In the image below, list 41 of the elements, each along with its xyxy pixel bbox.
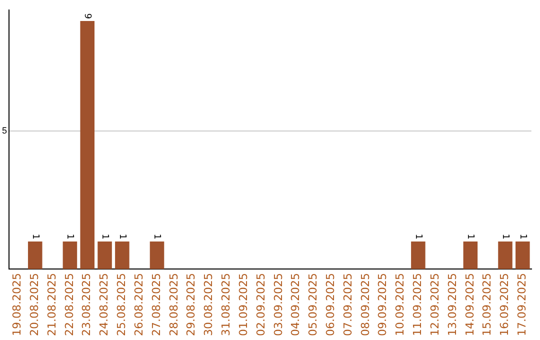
x-tick-label: 22.08.2025 <box>62 273 76 336</box>
data-label: 1 <box>152 234 162 240</box>
x-tick-label: 27.08.2025 <box>150 273 163 336</box>
data-label: 1 <box>465 234 476 240</box>
x-tick-label: 23.08.2025 <box>80 273 94 336</box>
x-tick-label: 16.09.2025 <box>498 273 512 336</box>
x-tick-label: 06.09.2025 <box>324 273 337 336</box>
x-tick-label: 29.08.2025 <box>184 273 198 336</box>
x-tick-label: 14.09.2025 <box>463 273 476 336</box>
x-tick-label: 05.09.2025 <box>306 273 320 336</box>
x-tick-label: 20.08.2025 <box>28 273 41 336</box>
x-tick-label: 09.09.2025 <box>376 273 390 336</box>
x-tick-label: 17.09.2025 <box>516 273 529 336</box>
data-label: 1 <box>64 234 75 240</box>
x-tick-label: 30.08.2025 <box>202 273 216 336</box>
data-label: 1 <box>30 234 40 240</box>
x-tick-label: 08.09.2025 <box>358 273 372 336</box>
data-label: 1 <box>116 234 127 240</box>
x-tick-label: 24.08.2025 <box>98 273 111 336</box>
data-label: 1 <box>412 234 423 240</box>
x-tick-label: 21.08.2025 <box>45 273 58 336</box>
x-tick-label: 12.09.2025 <box>428 273 442 336</box>
x-tick-label: 01.09.2025 <box>236 273 250 336</box>
x-tick-label: 26.08.2025 <box>132 273 146 336</box>
data-label: 1 <box>517 234 528 240</box>
x-tick-label: 11.09.2025 <box>411 273 424 336</box>
x-tick-label: 13.09.2025 <box>446 273 459 336</box>
y-tick-label: 5 <box>2 126 8 136</box>
x-tick-label: 28.08.2025 <box>167 273 180 336</box>
x-tick-label: 25.08.2025 <box>115 273 128 336</box>
x-tick-label: 02.09.2025 <box>254 273 268 336</box>
data-label: 1 <box>99 234 110 240</box>
data-label: 1 <box>500 234 510 240</box>
x-tick-label: 31.08.2025 <box>220 273 233 336</box>
x-tick-label: 03.09.2025 <box>272 273 285 336</box>
data-label: 9 <box>82 13 92 20</box>
x-tick-label: 07.09.2025 <box>341 273 354 336</box>
x-tick-label: 15.09.2025 <box>480 273 494 336</box>
x-tick-label: 10.09.2025 <box>394 273 407 336</box>
x-tick-label: 04.09.2025 <box>289 273 302 336</box>
x-tick-label: 19.08.2025 <box>10 273 24 336</box>
